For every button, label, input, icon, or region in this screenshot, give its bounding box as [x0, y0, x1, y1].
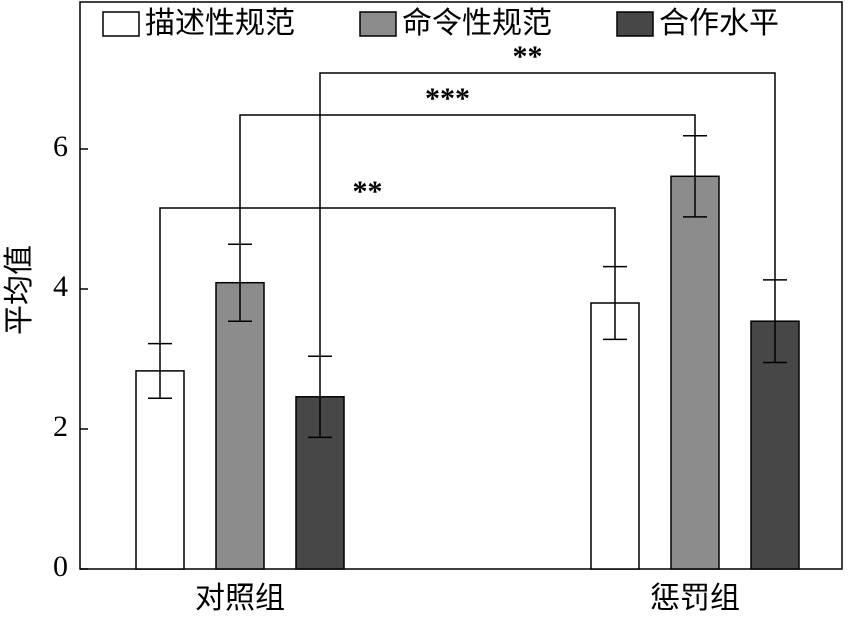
significance-label: *** [425, 82, 470, 115]
significance-bracket [319, 72, 776, 357]
y-tick-label: 6 [53, 130, 68, 163]
legend-swatch [616, 11, 654, 37]
x-tick-label: 对照组 [195, 582, 285, 615]
bar [295, 396, 345, 570]
significance-bracket [159, 207, 616, 344]
x-tick-label: 惩罚组 [650, 582, 740, 615]
y-axis-label: 平均值 [3, 245, 36, 335]
bar [750, 320, 800, 570]
bar [135, 370, 185, 570]
significance-label: ** [513, 40, 543, 73]
bar [215, 281, 265, 570]
y-tick-label: 2 [53, 410, 68, 443]
bar [670, 175, 720, 570]
legend-label: 描述性规范 [145, 7, 295, 40]
legend-label: 命令性规范 [402, 7, 552, 40]
y-tick-label: 4 [53, 270, 68, 303]
significance-label: ** [353, 175, 383, 208]
bar [590, 302, 640, 570]
legend-swatch [102, 11, 140, 37]
legend-swatch [359, 11, 397, 37]
plot-frame [79, 1, 843, 570]
significance-bracket [239, 114, 696, 245]
legend-label: 合作水平 [659, 7, 779, 40]
y-tick-label: 0 [53, 550, 68, 583]
